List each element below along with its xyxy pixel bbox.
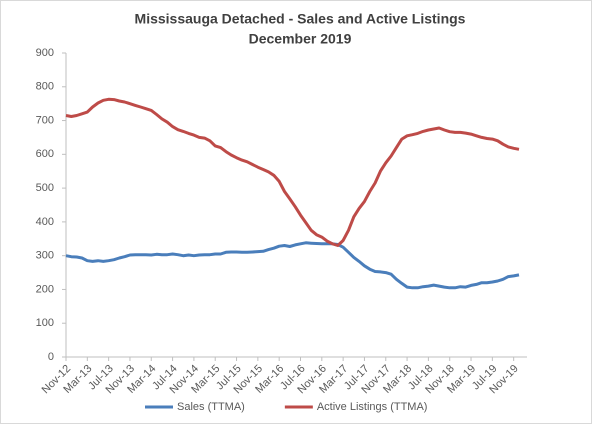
- chart-subtitle: December 2019: [249, 31, 352, 47]
- y-tick-label: 700: [36, 114, 54, 126]
- y-tick-label: 100: [36, 317, 54, 329]
- y-tick-label: 900: [36, 47, 54, 59]
- legend-label: Active Listings (TTMA): [317, 401, 428, 413]
- series-line: [65, 241, 520, 290]
- y-tick-label: 300: [36, 250, 54, 262]
- y-tick-label: 800: [36, 81, 54, 93]
- y-tick-label: 500: [36, 182, 54, 194]
- chart-title: Mississauga Detached - Sales and Active …: [135, 11, 466, 27]
- series-line: [65, 97, 520, 247]
- y-tick-label: 0: [48, 351, 54, 363]
- y-tick-label: 400: [36, 216, 54, 228]
- legend-label: Sales (TTMA): [177, 401, 245, 413]
- y-tick-label: 200: [36, 283, 54, 295]
- y-tick-label: 600: [36, 148, 54, 160]
